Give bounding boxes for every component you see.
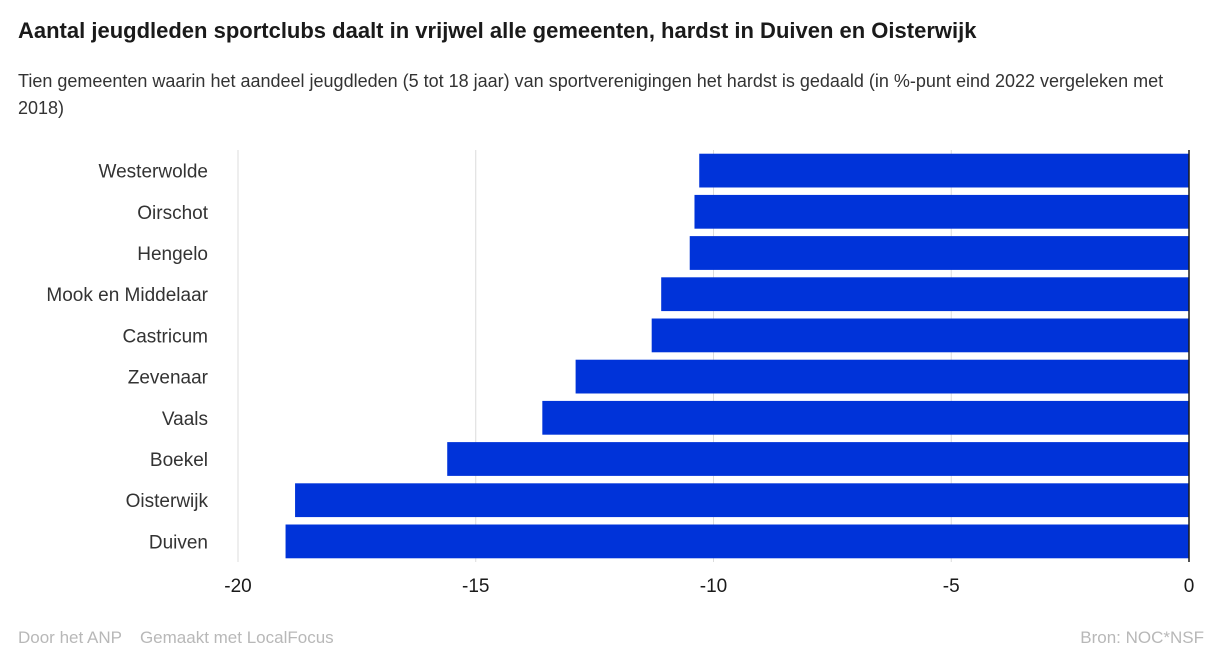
category-label: Castricum (122, 326, 208, 347)
x-tick-label: -5 (943, 576, 960, 597)
category-label: Boekel (150, 450, 208, 471)
x-tick-label: 0 (1184, 576, 1195, 597)
footer-source: Bron: NOC*NSF (1080, 628, 1204, 647)
x-tick-labels: -20 -15 -10 -5 0 (224, 576, 1194, 597)
category-label: Mook en Middelaar (46, 285, 208, 306)
bar (285, 524, 1189, 559)
category-label: Oirschot (137, 203, 208, 224)
bar-chart: Westerwolde Oirschot Hengelo Mook en Middel… (46, 150, 1194, 597)
category-label: Duiven (149, 532, 208, 553)
x-tick-label: -10 (700, 576, 727, 597)
x-tick-label: -20 (224, 576, 251, 597)
footer-author: Door het ANP (18, 628, 122, 647)
footer-made-with: Gemaakt met LocalFocus (139, 628, 334, 647)
bar (447, 442, 1190, 476)
footer-credits: Door het ANP Gemaakt met LocalFocus (18, 628, 334, 648)
bar (295, 483, 1189, 518)
x-tick-label: -15 (462, 576, 489, 597)
chart-subtitle: Tien gemeenten waarin het aandeel jeugdl… (18, 71, 1164, 118)
bars (285, 153, 1190, 559)
category-label: Oisterwijk (126, 491, 209, 512)
category-labels: Westerwolde Oirschot Hengelo Mook en Middel… (46, 162, 208, 554)
bar (651, 318, 1189, 353)
chart-title: Aantal jeugdleden sportclubs daalt in vr… (18, 18, 977, 43)
bar (575, 359, 1189, 394)
bar (661, 277, 1189, 312)
category-label: Vaals (162, 409, 208, 430)
bar (694, 194, 1189, 229)
bar (699, 153, 1189, 188)
category-label: Hengelo (137, 244, 208, 265)
bar (689, 236, 1189, 270)
category-label: Westerwolde (99, 162, 208, 183)
category-label: Zevenaar (128, 368, 209, 389)
bar (542, 400, 1189, 435)
